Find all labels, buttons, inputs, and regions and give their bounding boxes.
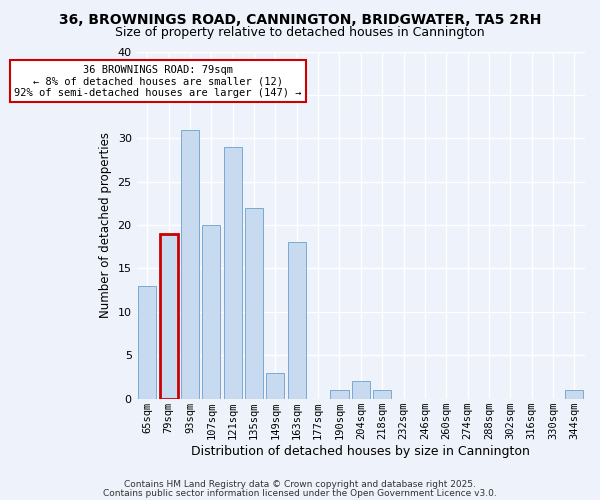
Text: 36 BROWNINGS ROAD: 79sqm
← 8% of detached houses are smaller (12)
92% of semi-de: 36 BROWNINGS ROAD: 79sqm ← 8% of detache…: [14, 64, 302, 98]
Bar: [352, 382, 370, 398]
Bar: [266, 372, 284, 398]
Y-axis label: Number of detached properties: Number of detached properties: [99, 132, 112, 318]
Bar: [287, 242, 306, 398]
Bar: [202, 225, 220, 398]
X-axis label: Distribution of detached houses by size in Cannington: Distribution of detached houses by size …: [191, 444, 530, 458]
Text: 36, BROWNINGS ROAD, CANNINGTON, BRIDGWATER, TA5 2RH: 36, BROWNINGS ROAD, CANNINGTON, BRIDGWAT…: [59, 12, 541, 26]
Bar: [138, 286, 157, 399]
Bar: [181, 130, 199, 398]
Bar: [373, 390, 391, 398]
Text: Size of property relative to detached houses in Cannington: Size of property relative to detached ho…: [115, 26, 485, 39]
Bar: [245, 208, 263, 398]
Bar: [331, 390, 349, 398]
Text: Contains public sector information licensed under the Open Government Licence v3: Contains public sector information licen…: [103, 488, 497, 498]
Bar: [224, 147, 242, 399]
Text: Contains HM Land Registry data © Crown copyright and database right 2025.: Contains HM Land Registry data © Crown c…: [124, 480, 476, 489]
Bar: [160, 234, 178, 398]
Bar: [565, 390, 583, 398]
